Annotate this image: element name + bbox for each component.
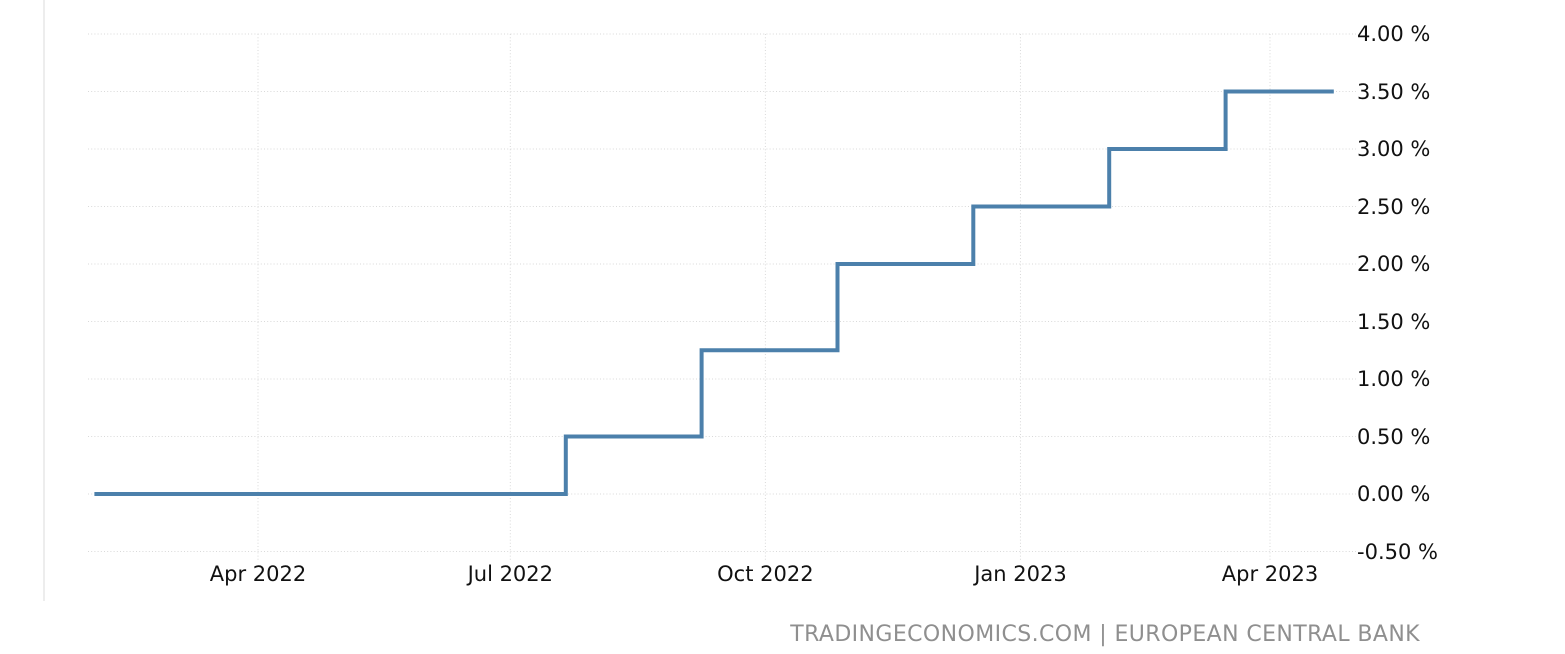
y-tick-label: 1.50 % <box>1357 309 1431 334</box>
y-tick-label: 4.00 % <box>1357 22 1431 46</box>
gridlines <box>88 33 1356 560</box>
y-tick-label: 3.00 % <box>1357 137 1431 161</box>
y-tick-label: 0.50 % <box>1357 424 1431 449</box>
y-tick-label: 1.00 % <box>1357 367 1431 391</box>
attribution: TRADINGECONOMICS.COM | EUROPEAN CENTRAL … <box>790 622 1420 647</box>
y-tick-label: -0.50 % <box>1357 539 1438 564</box>
rate-step-line <box>94 89 1334 496</box>
y-tick-label: 2.00 % <box>1357 252 1431 276</box>
x-tick-label: Jul 2022 <box>467 562 554 586</box>
x-tick-label: Jan 2023 <box>974 562 1067 586</box>
x-tick-label: Apr 2022 <box>209 562 307 586</box>
y-tick-label: 3.50 % <box>1357 79 1431 104</box>
x-tick-label: Oct 2022 <box>717 562 814 586</box>
x-tick-label: Apr 2023 <box>1221 562 1319 586</box>
chart-left-border <box>43 0 45 601</box>
y-tick-label: 0.00 % <box>1357 482 1431 506</box>
attribution-text: TRADINGECONOMICS.COM | EUROPEAN CENTRAL … <box>790 622 1420 647</box>
y-tick-label: 2.50 % <box>1357 194 1431 219</box>
